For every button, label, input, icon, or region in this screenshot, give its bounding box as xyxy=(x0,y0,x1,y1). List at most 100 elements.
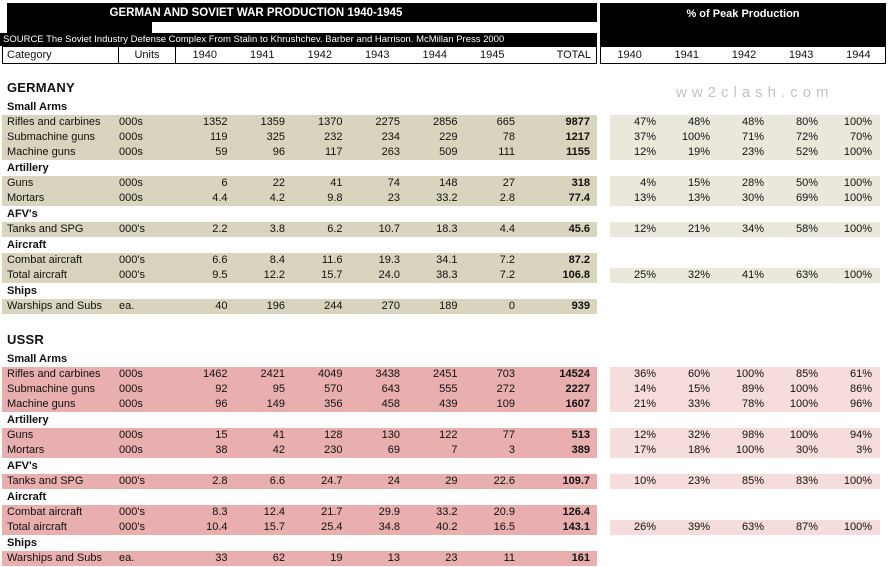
category-cell: Rifles and carbines xyxy=(7,116,101,128)
peak-cell-1942: 100% xyxy=(735,368,764,380)
column-header-units: Units xyxy=(119,47,176,63)
watermark-text: ww2clash.com xyxy=(676,84,834,101)
column-header-year-1945: 1945 xyxy=(480,49,505,61)
peak-cell-1941: 32% xyxy=(687,269,710,281)
value-cell-1945: 111 xyxy=(498,146,515,158)
table-row: Machine guns 000s 59 96 117 263 509 111 1155 12% 1… xyxy=(2,145,886,160)
group-heading-afv-s: AFV's xyxy=(7,460,38,472)
table-row: Guns 000s 6 22 41 74 148 27 318 4% 15% 28% 50% 100% xyxy=(2,176,886,191)
table-row: Warships and Subs ea. 40 196 244 270 189 0 939 xyxy=(2,299,886,314)
value-cell-1945: 20.9 xyxy=(493,506,515,518)
units-cell: 000s xyxy=(119,116,143,128)
row-peak-band xyxy=(610,299,880,314)
value-cell-1940: 1352 xyxy=(203,116,228,128)
value-cell-1945: 22.6 xyxy=(493,475,515,487)
value-cell-1943: 3438 xyxy=(375,368,400,380)
units-cell: 000s xyxy=(119,177,143,189)
value-cell-1941: 1359 xyxy=(260,116,285,128)
row-values-band: Machine guns 000s 96 149 356 458 439 109 1607 xyxy=(2,397,597,412)
column-gap xyxy=(597,299,610,314)
peak-cell-1941: 23% xyxy=(687,475,710,487)
total-cell: 9877 xyxy=(565,116,590,128)
value-cell-1944: 18.3 xyxy=(436,223,458,235)
value-cell-1944: 34.1 xyxy=(436,254,458,266)
category-cell: Guns xyxy=(7,429,34,441)
group-heading-small-arms: Small Arms xyxy=(7,353,68,365)
peak-cell-1943: 52% xyxy=(795,146,818,158)
peak-cell-1942: 85% xyxy=(741,475,764,487)
column-gap xyxy=(597,397,610,412)
peak-cell-1944: 100% xyxy=(843,475,872,487)
column-gap xyxy=(597,145,610,160)
value-cell-1945: 109 xyxy=(496,398,515,410)
peak-cell-1943: 72% xyxy=(795,131,818,143)
category-cell: Total aircraft xyxy=(7,269,67,281)
value-cell-1943: 643 xyxy=(381,383,400,395)
peak-cell-1942: 34% xyxy=(741,223,764,235)
row-peak-band xyxy=(610,505,880,520)
value-cell-1940: 9.5 xyxy=(212,269,228,281)
category-cell: Combat aircraft xyxy=(7,254,83,266)
units-cell: 000s xyxy=(119,368,143,380)
row-peak-band: 36% 60% 100% 85% 61% xyxy=(610,367,880,382)
peak-cell-1943: 100% xyxy=(789,398,818,410)
value-cell-1945: 703 xyxy=(496,368,515,380)
group-heading-ships: Ships xyxy=(7,285,37,297)
value-cell-1942: 4049 xyxy=(318,368,343,380)
units-cell: ea. xyxy=(119,300,135,312)
value-cell-1940: 6 xyxy=(221,177,228,189)
peak-cell-1940: 4% xyxy=(640,177,656,189)
value-cell-1943: 34.8 xyxy=(378,521,400,533)
category-cell: Submachine guns xyxy=(7,383,96,395)
value-cell-1942: 15.7 xyxy=(321,269,343,281)
value-cell-1940: 15 xyxy=(215,429,228,441)
units-cell: 000's xyxy=(119,475,145,487)
total-cell: 161 xyxy=(571,552,590,564)
table-row: Total aircraft 000's 9.5 12.2 15.7 24.0 38.3 7.… xyxy=(2,268,886,283)
group-heading-afv-s: AFV's xyxy=(7,208,38,220)
value-cell-1943: 10.7 xyxy=(378,223,400,235)
table-row: Warships and Subs ea. 33 62 19 13 23 11 161 xyxy=(2,551,886,566)
value-cell-1943: 24.0 xyxy=(378,269,400,281)
table-row: Total aircraft 000's 10.4 15.7 25.4 34.8 40.2 1… xyxy=(2,520,886,535)
row-values-band: Combat aircraft 000's 8.3 12.4 21.7 29.9 33.2 2… xyxy=(2,505,597,520)
table-body: GERMANY Small Arms Rifles and carbines 000s… xyxy=(2,65,886,566)
units-cell: 000s xyxy=(119,444,143,456)
value-cell-1943: 234 xyxy=(381,131,400,143)
peak-cell-1944: 100% xyxy=(843,177,872,189)
value-cell-1944: 29 xyxy=(445,475,458,487)
value-cell-1940: 38 xyxy=(215,444,228,456)
peak-cell-1944: 100% xyxy=(843,116,872,128)
value-cell-1942: 356 xyxy=(324,398,343,410)
value-cell-1944: 2451 xyxy=(433,368,458,380)
peak-cell-1940: 13% xyxy=(633,192,656,204)
value-cell-1942: 19 xyxy=(330,552,343,564)
value-cell-1942: 41 xyxy=(330,177,343,189)
row-values-band: Guns 000s 6 22 41 74 148 27 318 xyxy=(2,176,597,191)
row-peak-band xyxy=(610,551,880,566)
peak-cell-1942: 23% xyxy=(741,146,764,158)
value-cell-1940: 59 xyxy=(215,146,228,158)
value-cell-1942: 230 xyxy=(324,444,343,456)
value-cell-1944: 38.3 xyxy=(436,269,458,281)
value-cell-1944: 7 xyxy=(451,444,458,456)
category-cell: Tanks and SPG xyxy=(7,223,84,235)
units-cell: 000s xyxy=(119,398,143,410)
units-cell: 000's xyxy=(119,269,145,281)
category-cell: Rifles and carbines xyxy=(7,368,101,380)
peak-cell-1942: 48% xyxy=(741,116,764,128)
peak-cell-1944: 70% xyxy=(849,131,872,143)
peak-cell-1943: 69% xyxy=(795,192,818,204)
value-cell-1943: 19.3 xyxy=(378,254,400,266)
row-peak-band: 47% 48% 48% 80% 100% xyxy=(610,115,880,130)
source-text: SOURCE The Soviet Industry Defense Compl… xyxy=(3,34,505,45)
column-gap xyxy=(597,268,610,283)
row-peak-band: 25% 32% 41% 63% 100% xyxy=(610,268,880,283)
value-cell-1945: 4.4 xyxy=(499,223,515,235)
row-values-band: Total aircraft 000's 9.5 12.2 15.7 24.0 38.3 7.… xyxy=(2,268,597,283)
value-cell-1945: 0 xyxy=(508,300,515,312)
peak-cell-1942: 71% xyxy=(741,131,764,143)
peak-cell-1942: 41% xyxy=(741,269,764,281)
value-cell-1941: 12.4 xyxy=(263,506,285,518)
value-cell-1943: 23 xyxy=(387,192,400,204)
